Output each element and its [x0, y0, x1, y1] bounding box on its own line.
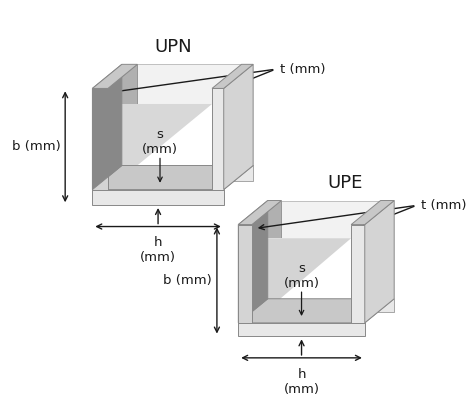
Polygon shape: [268, 299, 394, 312]
Polygon shape: [238, 323, 365, 336]
Polygon shape: [122, 165, 253, 181]
Text: UPE: UPE: [328, 174, 363, 192]
Text: s
(mm): s (mm): [283, 262, 319, 290]
Text: b (mm): b (mm): [11, 140, 60, 153]
Text: s
(mm): s (mm): [142, 128, 178, 156]
Polygon shape: [238, 200, 268, 323]
Polygon shape: [137, 64, 241, 165]
Polygon shape: [252, 238, 351, 323]
Polygon shape: [108, 64, 137, 189]
Polygon shape: [92, 64, 137, 89]
Polygon shape: [92, 89, 108, 189]
Polygon shape: [252, 238, 351, 323]
Text: t (mm): t (mm): [281, 63, 326, 76]
Polygon shape: [282, 200, 381, 299]
Polygon shape: [238, 299, 394, 323]
Text: h
(mm): h (mm): [140, 236, 176, 264]
Polygon shape: [252, 200, 282, 323]
Text: UPN: UPN: [154, 38, 191, 56]
Polygon shape: [212, 64, 253, 89]
Text: h
(mm): h (mm): [283, 368, 319, 396]
Polygon shape: [224, 64, 253, 189]
Polygon shape: [238, 200, 282, 225]
Polygon shape: [108, 104, 212, 189]
Polygon shape: [212, 89, 224, 189]
Text: t (mm): t (mm): [421, 199, 467, 212]
Polygon shape: [92, 64, 122, 189]
Polygon shape: [351, 200, 394, 225]
Polygon shape: [238, 225, 252, 323]
Polygon shape: [92, 189, 224, 205]
Polygon shape: [351, 225, 365, 323]
Text: b (mm): b (mm): [164, 274, 212, 287]
Polygon shape: [92, 165, 253, 189]
Polygon shape: [108, 104, 212, 189]
Polygon shape: [365, 200, 394, 323]
